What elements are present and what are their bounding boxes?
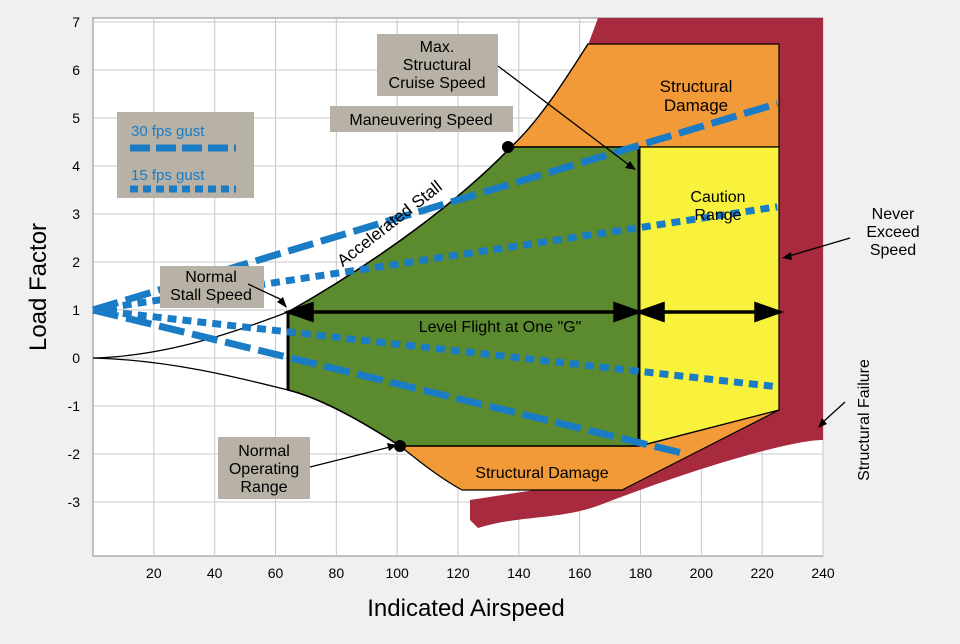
x-tick-label: 40 [207, 565, 223, 581]
normal-stall-label: Normal Stall Speed [170, 269, 252, 304]
x-tick-label: 160 [568, 565, 592, 581]
gust15-up-line [92, 203, 778, 314]
never-exceed-label: Never Exceed Speed [866, 206, 919, 259]
maneuvering-speed-point [502, 141, 514, 153]
damage-bottom-label: Structural Damage [475, 465, 608, 482]
structural-damage-bottom-region [398, 409, 780, 491]
y-tick-label: 0 [72, 350, 80, 366]
y-tick-label: 3 [72, 206, 80, 222]
x-tick-label: 140 [507, 565, 531, 581]
gust15-down-line [92, 306, 778, 391]
pointer-arrowheads [277, 161, 827, 451]
x-axis-title: Indicated Airspeed [367, 595, 564, 622]
x-tick-label: 60 [268, 565, 284, 581]
structural-failure-label: Structural Failure [856, 359, 873, 481]
level-flight-label: Level Flight at One "G" [419, 319, 582, 336]
structural-failure-region [470, 18, 823, 528]
y-tick-label: 1 [72, 302, 80, 318]
x-tick-label: 100 [385, 565, 409, 581]
y-tick-label: 2 [72, 254, 80, 270]
normal-operating-box [218, 437, 310, 499]
x-tick-label: 20 [146, 565, 162, 581]
x-tick-label: 80 [329, 565, 345, 581]
legend-box [117, 112, 254, 198]
x-tick-label: 180 [629, 565, 653, 581]
level-flight-arrows [283, 301, 785, 323]
y-tick-label: -2 [68, 446, 81, 462]
x-tick-label: 120 [446, 565, 470, 581]
negative-stall-curve [92, 357, 401, 447]
x-tick-label: 220 [750, 565, 774, 581]
axes: 20 40 60 80 100 120 140 160 180 200 220 240 7 6 5 4 3 2 1 0… [68, 14, 835, 581]
maneuvering-label: Maneuvering Speed [349, 112, 492, 129]
y-tick-label: 4 [72, 158, 80, 174]
y-tick-label: 5 [72, 110, 80, 126]
y-tick-label: 7 [72, 14, 80, 30]
normal-stall-box [160, 266, 264, 308]
max-cruise-box [377, 34, 498, 96]
damage-top-label: Structural Damage [660, 77, 733, 115]
normal-operating-label: Normal Operating Range [229, 443, 299, 496]
x-tick-label: 240 [811, 565, 835, 581]
y-tick-label: -1 [68, 398, 81, 414]
pointer-arrows [247, 65, 851, 468]
max-cruise-label: Max. Structural Cruise Speed [389, 39, 486, 92]
y-tick-label: -3 [68, 494, 81, 510]
legend-gust30-label: 30 fps gust [131, 123, 205, 140]
maneuvering-box [330, 106, 513, 132]
gust-origin-arrowhead [93, 302, 111, 318]
y-tick-label: 6 [72, 62, 80, 78]
y-axis-title: Load Factor [25, 223, 52, 351]
x-tick-label: 200 [690, 565, 714, 581]
accelerated-stall-curve [92, 43, 589, 359]
normal-operating-point [394, 440, 406, 452]
legend-gust15-label: 15 fps gust [131, 167, 205, 184]
caution-label: Caution Range [690, 189, 745, 224]
